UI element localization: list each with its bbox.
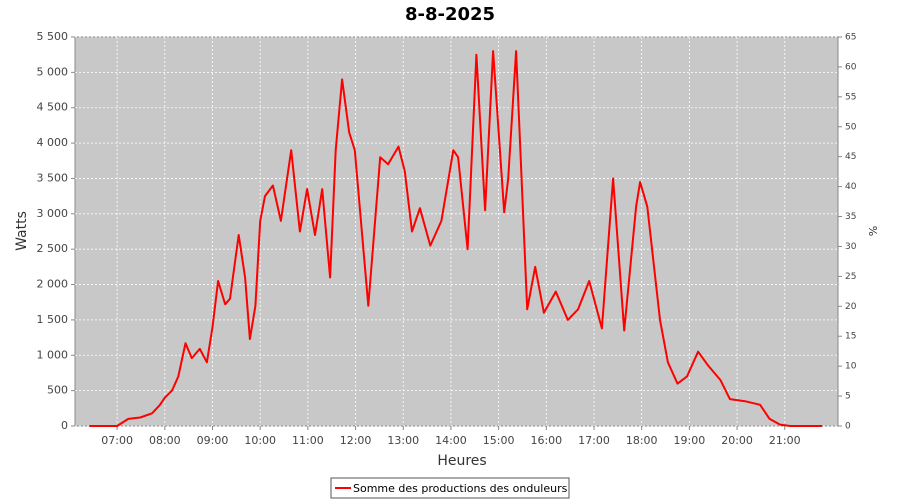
y2-tick-label: 5 — [845, 392, 851, 402]
y2-tick-label: 0 — [845, 422, 851, 432]
y-tick-label: 5 000 — [37, 65, 69, 78]
y2-tick-label: 20 — [845, 302, 857, 312]
y2-tick-label: 50 — [845, 122, 857, 132]
y2-axis-label: % — [866, 226, 879, 236]
y-tick-label: 1 000 — [37, 348, 69, 361]
y-tick-label: 0 — [61, 419, 68, 432]
y-tick-label: 3 500 — [37, 171, 69, 184]
y-axis-label: Watts — [14, 211, 30, 251]
x-tick-label: 18:00 — [626, 434, 658, 447]
x-tick-label: 21:00 — [769, 434, 801, 447]
chart-title: 8-8-2025 — [405, 4, 495, 25]
x-tick-label: 19:00 — [674, 434, 706, 447]
x-tick-label: 14:00 — [435, 434, 467, 447]
x-tick-label: 20:00 — [721, 434, 753, 447]
y2-tick-label: 65 — [845, 33, 856, 43]
y-tick-label: 3 000 — [37, 207, 69, 220]
y2-tick-label: 35 — [845, 212, 856, 222]
y-tick-label: 5 500 — [37, 30, 69, 43]
x-axis-label: Heures — [437, 453, 486, 469]
y-tick-label: 4 500 — [37, 101, 69, 114]
y-tick-label: 1 500 — [37, 313, 69, 326]
y2-tick-label: 55 — [845, 92, 856, 102]
y2-tick-label: 40 — [845, 182, 857, 192]
y-tick-label: 2 500 — [37, 242, 69, 255]
x-tick-label: 13:00 — [387, 434, 419, 447]
plot-area — [74, 36, 839, 427]
x-tick-label: 16:00 — [530, 434, 562, 447]
x-tick-label: 10:00 — [244, 434, 276, 447]
y2-tick-label: 10 — [845, 362, 857, 372]
x-tick-label: 08:00 — [149, 434, 181, 447]
legend — [330, 477, 570, 499]
y-tick-label: 2 000 — [37, 278, 69, 291]
x-tick-label: 17:00 — [578, 434, 610, 447]
x-tick-label: 15:00 — [483, 434, 515, 447]
x-tick-label: 11:00 — [292, 434, 324, 447]
x-tick-label: 07:00 — [101, 434, 133, 447]
y2-tick-label: 25 — [845, 272, 856, 282]
y-tick-label: 4 000 — [37, 136, 69, 149]
x-tick-label: 12:00 — [340, 434, 372, 447]
data-line — [89, 50, 823, 427]
legend-label: Somme des productions des onduleurs — [353, 482, 568, 495]
y2-tick-label: 30 — [845, 242, 857, 252]
y2-tick-label: 15 — [845, 332, 856, 342]
x-tick-label: 09:00 — [197, 434, 229, 447]
y2-tick-label: 45 — [845, 152, 856, 162]
y-tick-label: 500 — [47, 384, 68, 397]
y2-tick-label: 60 — [845, 62, 857, 72]
